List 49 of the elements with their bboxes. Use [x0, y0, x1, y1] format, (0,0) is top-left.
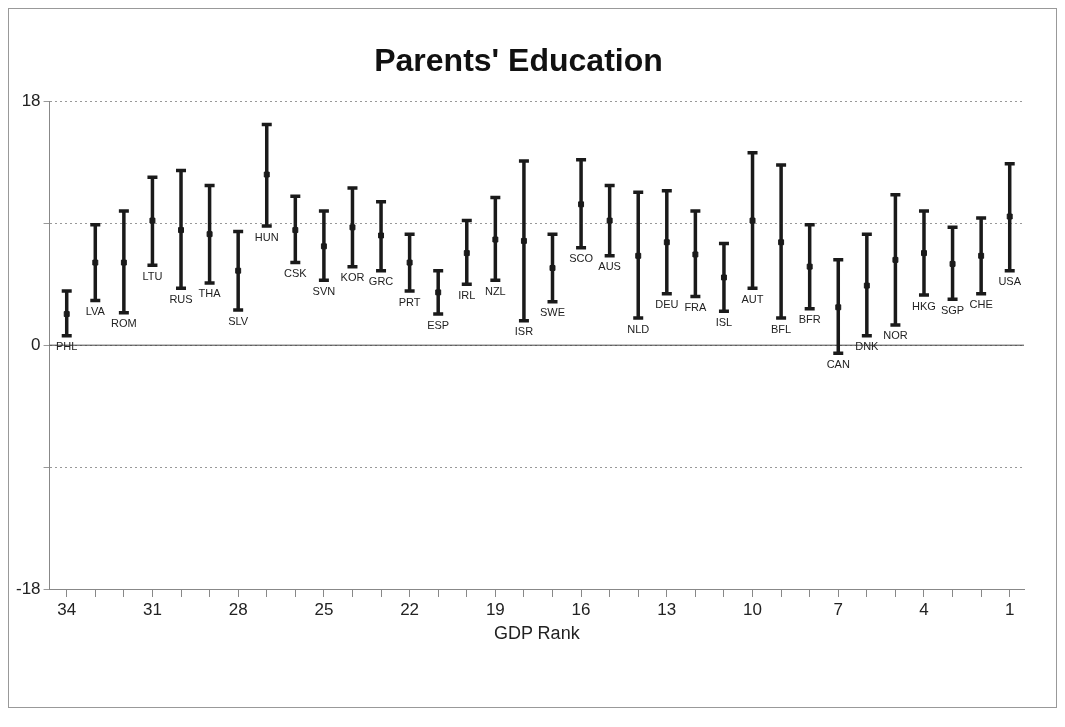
- annotation: DEU: [655, 298, 679, 311]
- annotation: USA: [998, 275, 1022, 288]
- annotation: SLV: [228, 314, 249, 327]
- x-tick-label: 10: [743, 599, 762, 619]
- annotation: NOR: [883, 329, 908, 342]
- annotation: NLD: [627, 322, 650, 335]
- annotation: SCO: [569, 252, 594, 265]
- y-tick-label: 18: [21, 91, 41, 111]
- annotation: RUS: [169, 292, 193, 305]
- annotation: HUN: [254, 230, 279, 243]
- y-tick-label: 0: [31, 334, 41, 354]
- annotation: ESP: [427, 318, 450, 331]
- chart-title: Parents' Education: [374, 42, 663, 79]
- x-tick-label: 22: [400, 599, 420, 619]
- annotation: HKG: [912, 299, 936, 312]
- annotation: ISR: [514, 325, 534, 338]
- annotation: KOR: [340, 271, 365, 284]
- x-tick-label: 31: [142, 599, 162, 619]
- annotation: SGP: [940, 303, 965, 316]
- annotation: LVA: [85, 305, 106, 318]
- annotation: GRC: [368, 275, 394, 288]
- annotation: BFL: [771, 322, 792, 335]
- annotation: BFR: [798, 313, 821, 326]
- y-tick-label: -18: [15, 578, 41, 598]
- x-axis-title: GDP Rank: [493, 623, 581, 644]
- x-tick-label: 4: [919, 599, 929, 619]
- annotation: ISL: [715, 315, 733, 328]
- x-tick-label: 13: [657, 599, 677, 619]
- annotation: FRA: [684, 300, 708, 313]
- x-tick-label: 7: [833, 599, 843, 619]
- annotation: IRL: [458, 288, 476, 301]
- annotation: ROM: [111, 317, 137, 330]
- annotation: CSK: [284, 267, 308, 280]
- annotation: SWE: [539, 306, 566, 319]
- annotation: AUS: [598, 260, 621, 273]
- annotation: CHE: [969, 298, 993, 311]
- annotation: LTU: [142, 269, 163, 282]
- x-tick-label: 34: [57, 599, 77, 619]
- annotation: CAN: [826, 357, 850, 370]
- annotation: AUT: [741, 292, 764, 305]
- x-tick-label: 16: [571, 599, 591, 619]
- annotation: THA: [198, 287, 222, 300]
- x-tick-label: 25: [314, 599, 334, 619]
- annotation: NZL: [484, 284, 506, 297]
- annotation: SVN: [312, 284, 336, 297]
- x-tick-label: 1: [1004, 599, 1015, 619]
- x-tick-label: 19: [485, 599, 505, 619]
- x-tick-label: 28: [228, 599, 248, 619]
- annotation: PRT: [398, 295, 421, 308]
